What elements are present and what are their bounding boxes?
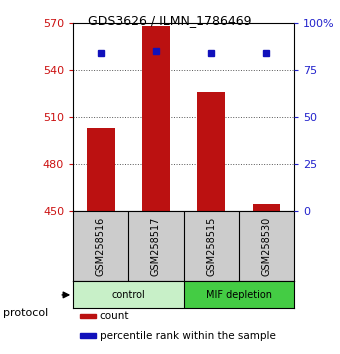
Bar — [87, 128, 115, 211]
Bar — [142, 26, 170, 211]
Text: control: control — [112, 290, 145, 300]
Text: MIF depletion: MIF depletion — [206, 290, 272, 300]
Bar — [80, 314, 96, 318]
Bar — [73, 281, 184, 308]
Text: count: count — [100, 311, 129, 321]
Bar — [198, 92, 225, 211]
Text: GSM258515: GSM258515 — [206, 217, 216, 276]
Text: protocol: protocol — [3, 308, 49, 318]
Text: GSM258516: GSM258516 — [96, 217, 106, 276]
Bar — [80, 333, 96, 338]
Text: GSM258517: GSM258517 — [151, 217, 161, 276]
Text: percentile rank within the sample: percentile rank within the sample — [100, 331, 275, 341]
Bar — [253, 204, 280, 211]
Text: GSM258530: GSM258530 — [261, 217, 271, 276]
Text: GDS3626 / ILMN_1786469: GDS3626 / ILMN_1786469 — [88, 14, 252, 27]
Bar — [184, 281, 294, 308]
